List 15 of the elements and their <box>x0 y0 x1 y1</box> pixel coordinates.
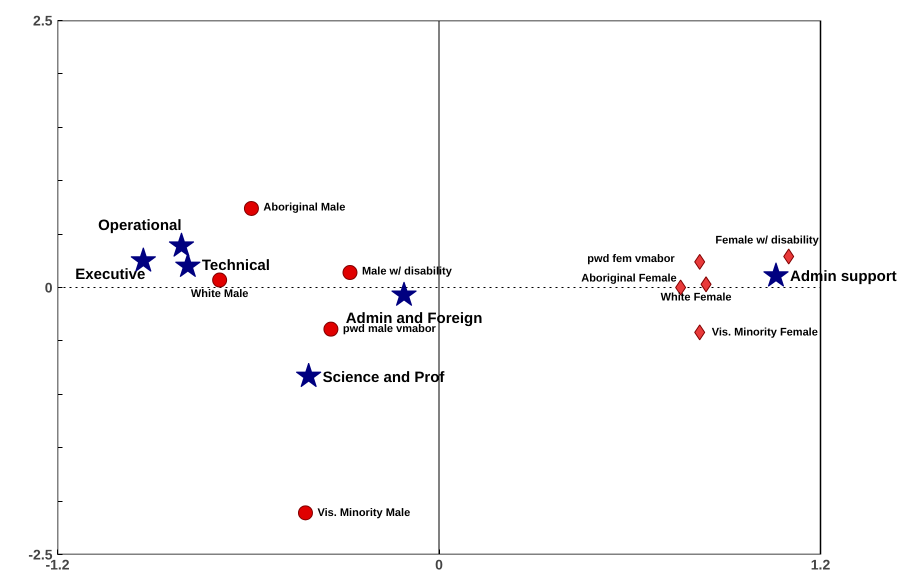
y-tick-label: 2.5 <box>33 12 53 28</box>
annotation: Aboriginal Male <box>263 201 346 214</box>
annotation: pwd fem vmabor <box>587 252 676 265</box>
x-tick-label: 0 <box>435 556 444 572</box>
annotation: Vis. Minority Female <box>712 326 818 338</box>
annotation: White Male <box>190 288 248 300</box>
annotation: Executive <box>75 266 146 283</box>
annotation: Technical <box>202 257 270 274</box>
annotation: Vis. Minority Male <box>317 506 410 519</box>
y-tick-label: 0 <box>44 280 53 296</box>
annotation: Female w/ disability <box>715 234 820 247</box>
annotation: White Female <box>660 291 732 304</box>
annotation: Operational <box>98 216 182 234</box>
x-tick-label: 1.2 <box>810 556 830 572</box>
annotation: Aboriginal Female <box>581 272 677 284</box>
